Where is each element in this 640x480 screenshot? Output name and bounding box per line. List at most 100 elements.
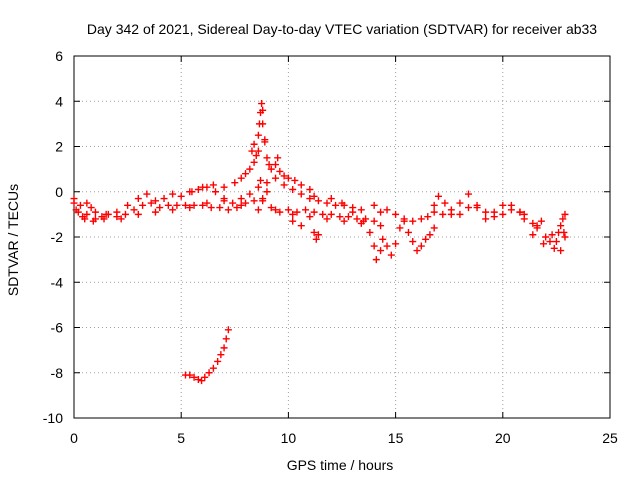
y-tick-label: 2 bbox=[55, 139, 63, 155]
data-point-marker bbox=[464, 190, 472, 198]
data-point-marker bbox=[272, 161, 280, 169]
data-point-marker bbox=[250, 197, 258, 205]
data-point-marker bbox=[314, 197, 322, 205]
data-point-marker bbox=[387, 251, 395, 259]
data-point-marker bbox=[280, 172, 288, 180]
data-point-marker bbox=[289, 210, 297, 218]
data-point-marker bbox=[424, 213, 432, 221]
data-point-marker bbox=[336, 213, 344, 221]
y-axis-label: SDTVAR / TECUs bbox=[5, 184, 21, 296]
data-point-marker bbox=[546, 238, 554, 246]
data-point-marker bbox=[383, 206, 391, 214]
data-point-marker bbox=[254, 131, 262, 139]
data-point-marker bbox=[482, 215, 490, 223]
data-point-marker bbox=[263, 154, 271, 162]
data-point-marker bbox=[284, 206, 292, 214]
data-point-marker bbox=[327, 210, 335, 218]
data-point-marker bbox=[550, 244, 558, 252]
data-point-marker bbox=[83, 199, 91, 207]
data-point-marker bbox=[557, 222, 565, 230]
data-point-marker bbox=[323, 215, 331, 223]
data-point-marker bbox=[272, 174, 280, 182]
data-point-marker bbox=[89, 217, 97, 225]
data-point-marker bbox=[272, 206, 280, 214]
data-point-marker bbox=[372, 256, 380, 264]
data-point-marker bbox=[70, 195, 78, 203]
data-point-marker bbox=[113, 208, 121, 216]
data-point-marker bbox=[237, 195, 245, 203]
data-point-marker bbox=[430, 208, 438, 216]
data-point-marker bbox=[209, 364, 217, 372]
data-point-marker bbox=[404, 228, 412, 236]
data-point-marker bbox=[258, 100, 266, 108]
data-point-marker bbox=[507, 201, 515, 209]
data-point-marker bbox=[529, 219, 537, 227]
y-tick-label: -10 bbox=[43, 410, 63, 426]
data-point-marker bbox=[280, 181, 288, 189]
data-point-marker bbox=[231, 179, 239, 187]
data-point-marker bbox=[194, 185, 202, 193]
data-point-marker bbox=[306, 195, 314, 203]
data-point-marker bbox=[209, 181, 217, 189]
data-point-marker bbox=[464, 204, 472, 212]
data-point-marker bbox=[370, 217, 378, 225]
data-point-marker bbox=[291, 176, 299, 184]
y-tick-label: -6 bbox=[51, 320, 64, 336]
data-point-marker bbox=[289, 217, 297, 225]
data-point-marker bbox=[250, 158, 258, 166]
data-point-marker bbox=[194, 376, 202, 384]
data-point-marker bbox=[447, 210, 455, 218]
data-point-marker bbox=[430, 201, 438, 209]
x-tick-label: 0 bbox=[70, 430, 78, 446]
y-tick-label: 6 bbox=[55, 48, 63, 64]
data-point-marker bbox=[267, 165, 275, 173]
data-point-marker bbox=[242, 170, 250, 178]
data-point-marker bbox=[143, 190, 151, 198]
data-point-marker bbox=[499, 201, 507, 209]
data-point-marker bbox=[306, 185, 314, 193]
data-point-marker bbox=[220, 197, 228, 205]
data-point-marker bbox=[117, 215, 125, 223]
data-point-marker bbox=[229, 199, 237, 207]
data-point-marker bbox=[151, 208, 159, 216]
data-point-marker bbox=[434, 192, 442, 200]
data-point-marker bbox=[426, 231, 434, 239]
data-point-marker bbox=[396, 224, 404, 232]
data-point-marker bbox=[139, 201, 147, 209]
data-point-marker bbox=[252, 152, 260, 160]
data-point-marker bbox=[400, 215, 408, 223]
data-point-marker bbox=[257, 176, 265, 184]
data-point-marker bbox=[147, 199, 155, 207]
data-point-marker bbox=[338, 199, 346, 207]
data-points bbox=[70, 100, 569, 385]
data-point-marker bbox=[190, 201, 198, 209]
data-point-marker bbox=[188, 188, 196, 196]
data-point-marker bbox=[199, 183, 207, 191]
data-point-marker bbox=[456, 199, 464, 207]
data-point-marker bbox=[237, 201, 245, 209]
data-point-marker bbox=[217, 351, 225, 359]
data-point-marker bbox=[177, 192, 185, 200]
data-point-marker bbox=[156, 204, 164, 212]
y-tick-label: 4 bbox=[55, 93, 63, 109]
data-point-marker bbox=[263, 179, 271, 187]
data-point-marker bbox=[214, 357, 222, 365]
data-point-marker bbox=[529, 231, 537, 239]
data-point-marker bbox=[310, 192, 318, 200]
data-point-marker bbox=[246, 165, 254, 173]
data-point-marker bbox=[340, 217, 348, 225]
data-point-marker bbox=[267, 204, 275, 212]
data-point-marker bbox=[134, 210, 142, 218]
data-point-marker bbox=[134, 195, 142, 203]
data-point-marker bbox=[370, 201, 378, 209]
data-point-marker bbox=[312, 235, 320, 243]
data-point-marker bbox=[344, 213, 352, 221]
x-tick-label: 10 bbox=[281, 430, 297, 446]
data-point-marker bbox=[482, 208, 490, 216]
data-point-marker bbox=[557, 247, 565, 255]
data-point-marker bbox=[327, 195, 335, 203]
data-point-marker bbox=[548, 231, 556, 239]
data-point-marker bbox=[186, 204, 194, 212]
x-axis-label: GPS time / hours bbox=[287, 457, 394, 473]
data-point-marker bbox=[559, 215, 567, 223]
